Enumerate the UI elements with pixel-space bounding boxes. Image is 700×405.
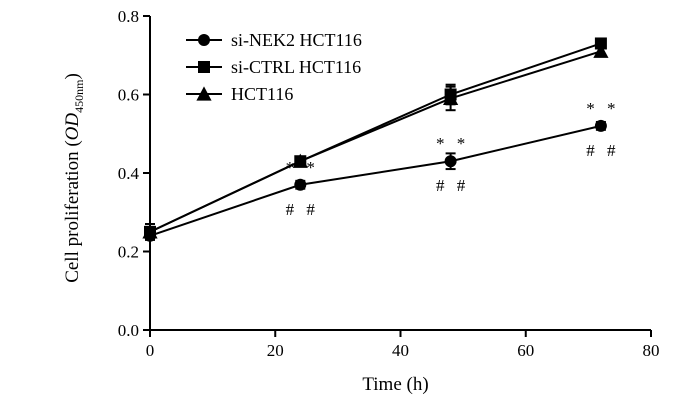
x-axis-title: Time (h): [362, 374, 428, 395]
annotation-1: # #: [286, 200, 319, 219]
y-axis-title-close: ): [62, 73, 83, 79]
series-2: [142, 43, 609, 241]
series-0: [144, 119, 607, 242]
y-axis-title-subscript: 450nm: [72, 79, 86, 113]
annotation-2: * *: [436, 134, 469, 153]
y-axis-title-main: Cell proliferation (: [62, 140, 83, 282]
y-tick-label-2: 0.4: [118, 164, 140, 183]
legend-marker-0: [198, 34, 210, 46]
data-point-2-2: [443, 90, 459, 106]
y-tick-label-0: 0.0: [118, 321, 139, 340]
x-tick-label-3: 60: [517, 341, 534, 360]
legend-label-1: si-CTRL HCT116: [231, 57, 361, 77]
axes: 0.0 0.2 0.4 0.6 0.8 0 20 40 60 80 Time (h) Cell pro…: [62, 7, 660, 395]
annotation-layer: * * # # * * # # * * # #: [286, 99, 619, 219]
y-tick-label-4: 0.8: [118, 7, 139, 26]
annotation-3: # #: [436, 176, 469, 195]
legend-label-0: si-NEK2 HCT116: [231, 30, 362, 50]
data-point-0-3: [594, 119, 607, 132]
legend: si-NEK2 HCT116 si-CTRL HCT116 HCT116: [186, 30, 362, 104]
annotation-4: * *: [586, 99, 619, 118]
x-tick-label-2: 40: [392, 341, 409, 360]
annotation-0: * *: [286, 158, 319, 177]
y-tick-label-3: 0.6: [118, 86, 139, 105]
series-line-0: [149, 124, 602, 237]
data-point-2-3: [593, 43, 609, 58]
series-line-2: [149, 50, 602, 233]
data-point-0-2: [444, 155, 457, 168]
y-tick-label-1: 0.2: [118, 243, 139, 262]
y-axis-title-od: OD: [62, 113, 83, 141]
series-layer: [142, 37, 609, 242]
x-tick-label-1: 20: [267, 341, 284, 360]
x-tick-label-4: 80: [643, 341, 660, 360]
data-point-0-1: [294, 178, 307, 191]
legend-marker-1: [198, 61, 210, 73]
x-tick-label-0: 0: [146, 341, 155, 360]
y-axis-title: Cell proliferation (OD450nm): [62, 73, 86, 283]
annotation-5: # #: [586, 141, 619, 160]
data-point-2-1: [292, 153, 308, 168]
legend-label-2: HCT116: [231, 84, 293, 104]
data-point-2-0: [142, 224, 158, 239]
legend-marker-2: [196, 86, 212, 101]
